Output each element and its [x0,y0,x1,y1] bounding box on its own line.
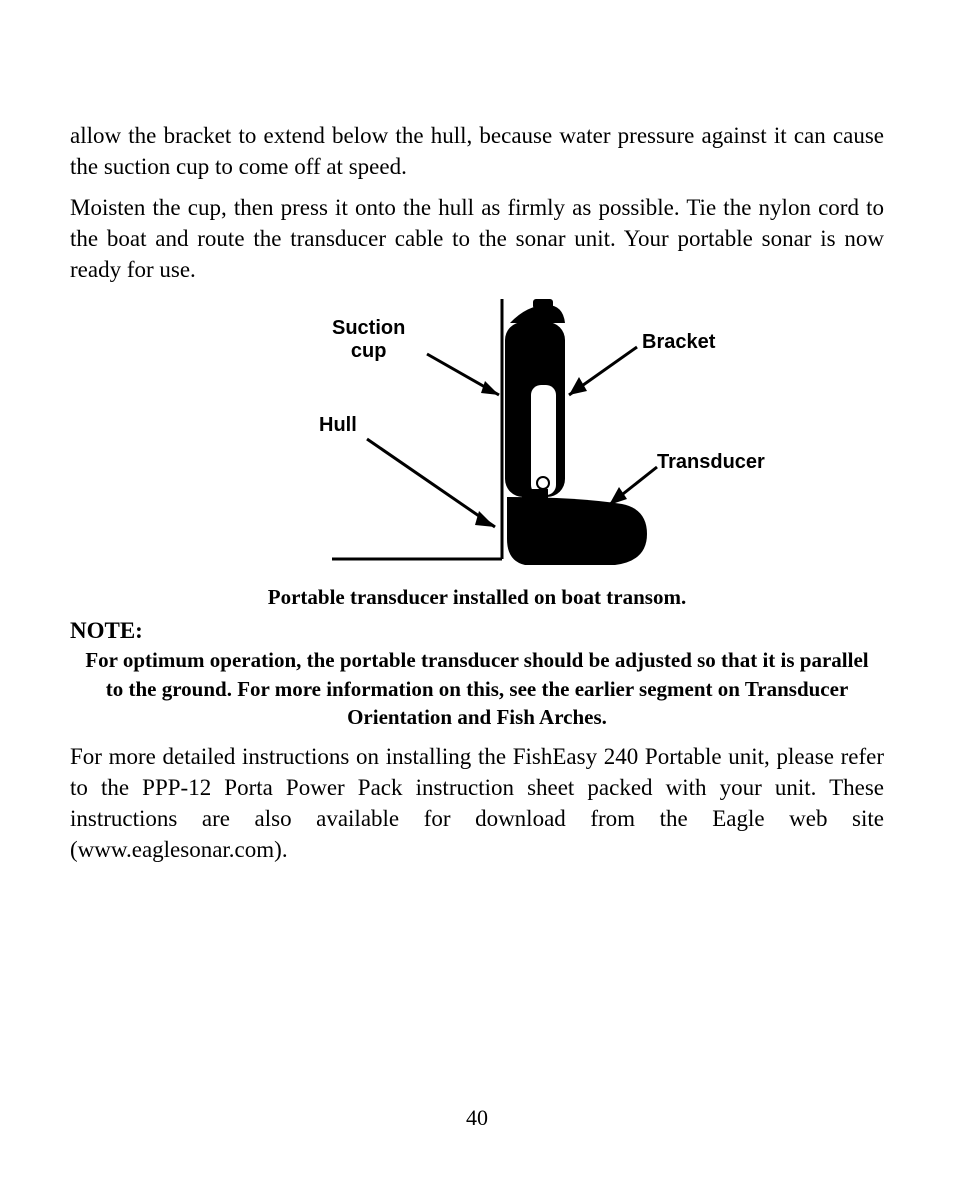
page-number: 40 [0,1105,954,1131]
label-hull: Hull [319,414,357,437]
figure-container: Suction cup Hull Bracket Transducer Port… [70,299,884,614]
label-transducer: Transducer [657,451,765,474]
label-bracket: Bracket [642,331,715,354]
paragraph-1: allow the bracket to extend below the hu… [70,120,884,182]
note-body: For optimum operation, the portable tran… [70,646,884,731]
paragraph-3: For more detailed instructions on instal… [70,741,884,865]
figure-caption: Portable transducer installed on boat tr… [268,585,686,610]
label-suction-cup: Suction cup [332,317,405,363]
paragraph-2: Moisten the cup, then press it onto the … [70,192,884,285]
note-heading: NOTE: [70,618,884,644]
transducer-figure: Suction cup Hull Bracket Transducer [177,299,777,579]
page: allow the bracket to extend below the hu… [0,0,954,1199]
